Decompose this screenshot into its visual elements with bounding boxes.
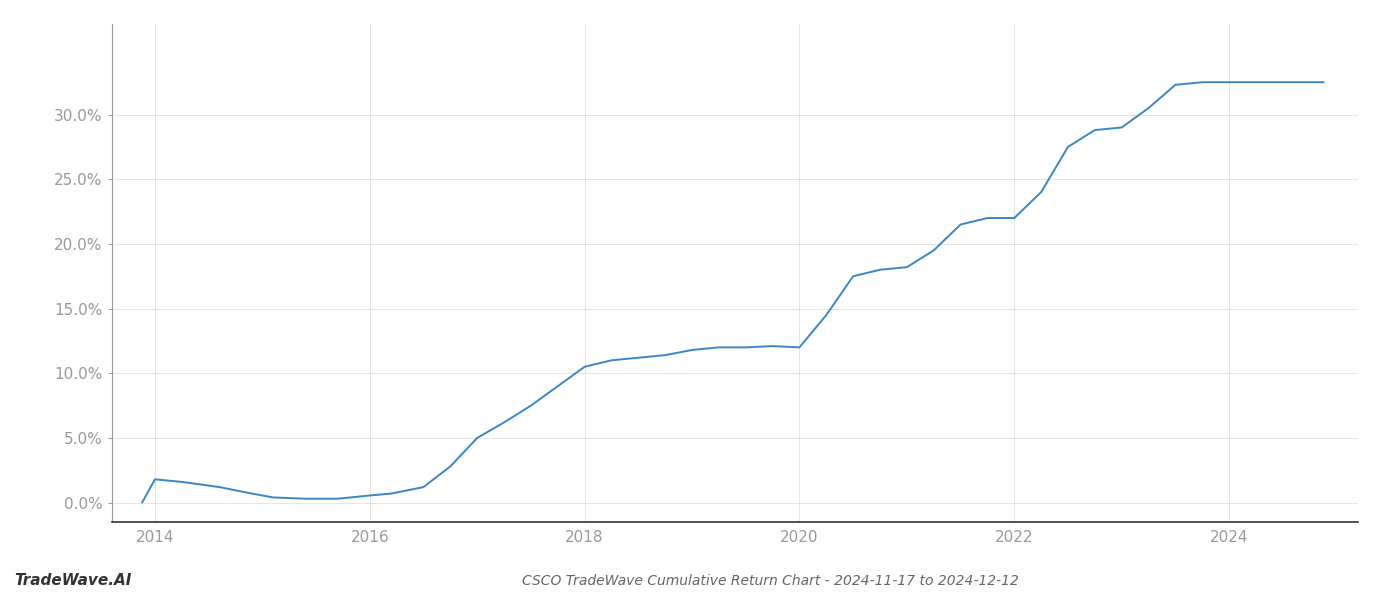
Text: CSCO TradeWave Cumulative Return Chart - 2024-11-17 to 2024-12-12: CSCO TradeWave Cumulative Return Chart -… (522, 574, 1018, 588)
Text: TradeWave.AI: TradeWave.AI (14, 573, 132, 588)
